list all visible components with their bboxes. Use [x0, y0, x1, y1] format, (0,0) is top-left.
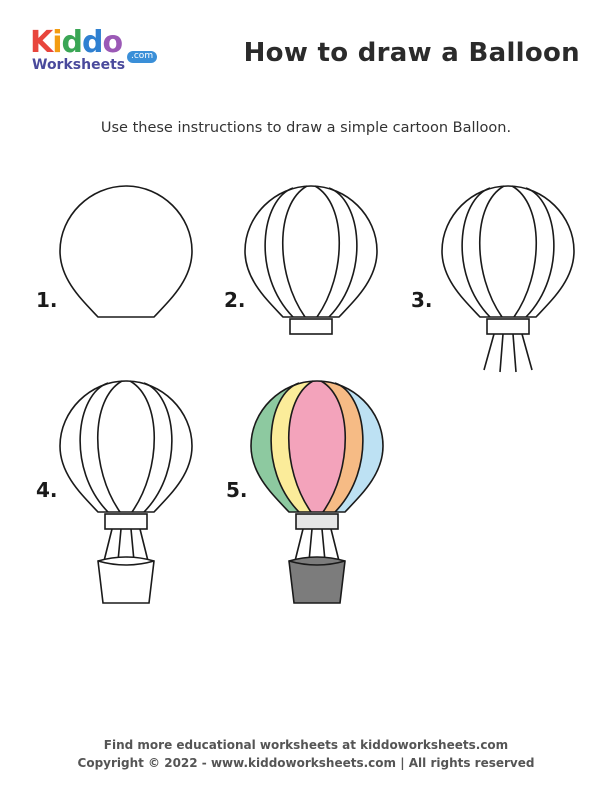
step-1-balloon: [59, 185, 193, 318]
balloon-panel-line: [511, 185, 537, 318]
logo-letter-k: K: [30, 25, 53, 60]
basket-rim: [97, 560, 155, 566]
balloon-panel-line: [461, 187, 491, 318]
step-2-number: 2.: [224, 288, 246, 312]
rope-line: [512, 333, 517, 373]
rope-line: [130, 528, 135, 562]
logo-subtext: Worksheets: [32, 57, 126, 73]
balloon-band: [289, 318, 333, 335]
rope-line: [321, 528, 326, 562]
kiddo-logo: Kiddo Worksheets .com: [30, 28, 160, 78]
rope-line: [117, 528, 122, 562]
balloon-panel-line: [288, 380, 314, 513]
basket: [288, 556, 346, 604]
balloon-panel-line: [334, 382, 364, 513]
rope-line: [330, 528, 340, 562]
footer-copyright: Copyright © 2022 - www.kiddoworksheets.c…: [77, 756, 535, 770]
balloon-panel-line: [143, 382, 173, 513]
rope-line: [294, 528, 304, 562]
instructions-text: Use these instructions to draw a simple …: [100, 120, 512, 136]
step-4-balloon: [59, 380, 193, 604]
step-2-balloon: [244, 185, 378, 335]
balloon-band: [104, 513, 148, 530]
balloon-panel-line: [97, 380, 123, 513]
basket-rim: [288, 560, 346, 566]
balloon-panel-line: [129, 380, 155, 513]
rope-line: [139, 528, 149, 562]
logo-letter-o: o: [102, 25, 124, 60]
rope-line: [103, 528, 113, 562]
balloon-panel-line: [479, 185, 505, 318]
step-5-number: 5.: [226, 478, 248, 502]
step-4-number: 4.: [36, 478, 58, 502]
rope-line: [521, 333, 533, 371]
logo-com-badge: .com: [127, 51, 158, 63]
rope-line: [308, 528, 313, 562]
logo-letter-d1: d: [61, 25, 84, 60]
panel-pink: [288, 381, 346, 512]
panel-orange: [321, 381, 363, 512]
rope-line: [483, 333, 495, 371]
basket: [97, 556, 155, 604]
step-5-balloon-colored: [250, 380, 384, 604]
balloon-panel-line: [328, 187, 358, 318]
balloon-outline: [59, 185, 193, 318]
logo-letter-d2: d: [82, 25, 104, 60]
rope-line: [499, 333, 504, 373]
panel-yellow: [271, 381, 313, 512]
logo-wordmark: Kiddo: [30, 25, 124, 60]
balloon-panel-line: [282, 185, 308, 318]
step-1-number: 1.: [36, 288, 58, 312]
step-3-balloon: [441, 185, 575, 373]
balloon-panel-line: [270, 382, 300, 513]
balloon-panel-line: [314, 185, 340, 318]
balloon-panel-line: [320, 380, 346, 513]
footer-more-worksheets: Find more educational worksheets at kidd…: [103, 738, 509, 752]
page-title: How to draw a Balloon: [243, 38, 580, 68]
balloon-panel-line: [525, 187, 555, 318]
balloon-panel-line: [79, 382, 109, 513]
balloon-band: [295, 513, 339, 530]
balloon-band: [486, 318, 530, 335]
step-3-number: 3.: [411, 288, 433, 312]
logo-letter-i: i: [52, 25, 62, 60]
balloon-panel-line: [264, 187, 294, 318]
